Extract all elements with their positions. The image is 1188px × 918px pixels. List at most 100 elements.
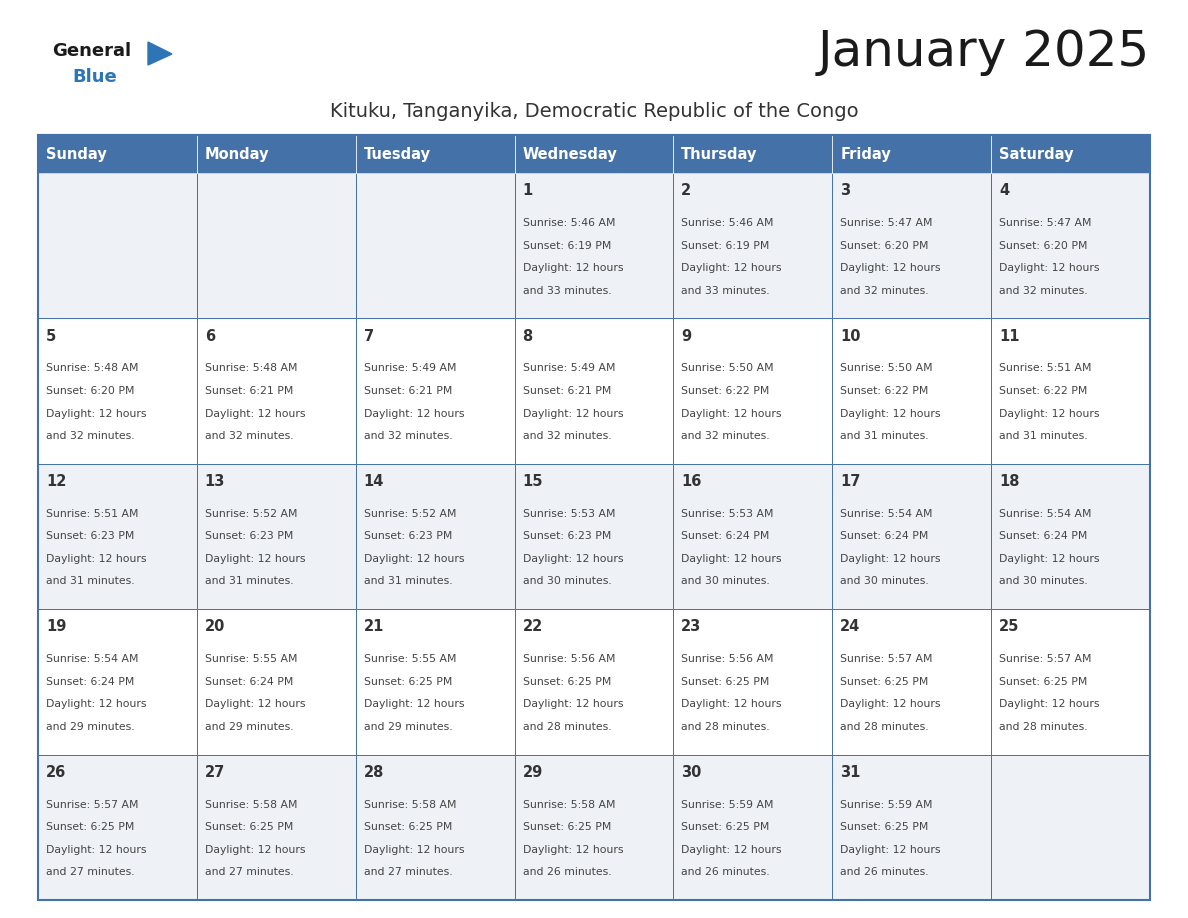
Text: and 33 minutes.: and 33 minutes.	[523, 285, 611, 296]
Bar	[197, 755, 355, 900]
Bar	[674, 464, 833, 610]
Bar	[355, 755, 514, 900]
Text: Sunrise: 5:53 AM: Sunrise: 5:53 AM	[682, 509, 773, 519]
Text: Daylight: 12 hours: Daylight: 12 hours	[46, 554, 146, 564]
Text: Sunrise: 5:46 AM: Sunrise: 5:46 AM	[523, 218, 615, 228]
Bar	[197, 610, 355, 755]
Text: 9: 9	[682, 329, 691, 343]
Text: Sunrise: 5:51 AM: Sunrise: 5:51 AM	[46, 509, 139, 519]
Bar	[38, 135, 1150, 900]
Bar	[833, 755, 991, 900]
Text: 16: 16	[682, 474, 702, 489]
Text: Sunrise: 5:57 AM: Sunrise: 5:57 AM	[46, 800, 139, 810]
Text: 30: 30	[682, 765, 702, 779]
Text: 18: 18	[999, 474, 1019, 489]
Text: Sunset: 6:24 PM: Sunset: 6:24 PM	[999, 532, 1087, 542]
Text: and 28 minutes.: and 28 minutes.	[999, 722, 1088, 732]
Text: 25: 25	[999, 620, 1019, 634]
Text: Wednesday: Wednesday	[523, 147, 618, 162]
Text: 31: 31	[840, 765, 860, 779]
Bar	[674, 319, 833, 464]
Text: Daylight: 12 hours: Daylight: 12 hours	[523, 409, 623, 419]
Text: and 32 minutes.: and 32 minutes.	[364, 431, 453, 441]
Text: Kituku, Tanganyika, Democratic Republic of the Congo: Kituku, Tanganyika, Democratic Republic …	[330, 102, 858, 121]
Text: 8: 8	[523, 329, 532, 343]
Text: 15: 15	[523, 474, 543, 489]
Text: Daylight: 12 hours: Daylight: 12 hours	[523, 263, 623, 274]
Text: Sunset: 6:25 PM: Sunset: 6:25 PM	[999, 677, 1087, 687]
Text: and 29 minutes.: and 29 minutes.	[204, 722, 293, 732]
Text: and 26 minutes.: and 26 minutes.	[682, 868, 770, 878]
Text: Daylight: 12 hours: Daylight: 12 hours	[840, 700, 941, 710]
Bar	[833, 135, 991, 173]
Bar	[355, 610, 514, 755]
Bar	[674, 173, 833, 319]
Text: Sunset: 6:24 PM: Sunset: 6:24 PM	[682, 532, 770, 542]
Polygon shape	[148, 42, 172, 65]
Text: 14: 14	[364, 474, 384, 489]
Text: 29: 29	[523, 765, 543, 779]
Text: and 32 minutes.: and 32 minutes.	[999, 285, 1088, 296]
Text: and 29 minutes.: and 29 minutes.	[364, 722, 453, 732]
Text: Sunrise: 5:48 AM: Sunrise: 5:48 AM	[46, 364, 139, 374]
Text: Sunset: 6:22 PM: Sunset: 6:22 PM	[682, 386, 770, 396]
Text: 24: 24	[840, 620, 860, 634]
Text: Sunrise: 5:58 AM: Sunrise: 5:58 AM	[204, 800, 297, 810]
Text: and 31 minutes.: and 31 minutes.	[999, 431, 1088, 441]
Text: 19: 19	[46, 620, 67, 634]
Text: Sunset: 6:24 PM: Sunset: 6:24 PM	[204, 677, 293, 687]
Text: Daylight: 12 hours: Daylight: 12 hours	[682, 263, 782, 274]
Text: Daylight: 12 hours: Daylight: 12 hours	[46, 700, 146, 710]
Bar	[514, 135, 674, 173]
Bar	[514, 755, 674, 900]
Bar	[514, 610, 674, 755]
Bar	[355, 173, 514, 319]
Text: Sunset: 6:23 PM: Sunset: 6:23 PM	[204, 532, 293, 542]
Bar	[833, 173, 991, 319]
Text: Daylight: 12 hours: Daylight: 12 hours	[364, 554, 465, 564]
Text: and 33 minutes.: and 33 minutes.	[682, 285, 770, 296]
Text: Sunrise: 5:52 AM: Sunrise: 5:52 AM	[364, 509, 456, 519]
Bar	[991, 755, 1150, 900]
Text: Daylight: 12 hours: Daylight: 12 hours	[204, 700, 305, 710]
Text: 5: 5	[46, 329, 56, 343]
Text: 11: 11	[999, 329, 1019, 343]
Bar	[991, 135, 1150, 173]
Text: Sunset: 6:21 PM: Sunset: 6:21 PM	[204, 386, 293, 396]
Text: Sunset: 6:21 PM: Sunset: 6:21 PM	[523, 386, 611, 396]
Bar	[38, 464, 197, 610]
Text: and 30 minutes.: and 30 minutes.	[840, 577, 929, 587]
Text: Sunrise: 5:56 AM: Sunrise: 5:56 AM	[682, 655, 773, 665]
Text: and 32 minutes.: and 32 minutes.	[204, 431, 293, 441]
Text: Daylight: 12 hours: Daylight: 12 hours	[46, 845, 146, 855]
Text: Daylight: 12 hours: Daylight: 12 hours	[204, 409, 305, 419]
Text: Daylight: 12 hours: Daylight: 12 hours	[364, 409, 465, 419]
Bar	[355, 135, 514, 173]
Text: Daylight: 12 hours: Daylight: 12 hours	[682, 409, 782, 419]
Text: and 27 minutes.: and 27 minutes.	[46, 868, 134, 878]
Text: Sunrise: 5:46 AM: Sunrise: 5:46 AM	[682, 218, 773, 228]
Bar	[38, 135, 197, 173]
Text: Daylight: 12 hours: Daylight: 12 hours	[682, 845, 782, 855]
Text: and 30 minutes.: and 30 minutes.	[523, 577, 612, 587]
Text: Sunrise: 5:52 AM: Sunrise: 5:52 AM	[204, 509, 297, 519]
Text: and 32 minutes.: and 32 minutes.	[682, 431, 770, 441]
Text: General: General	[52, 42, 131, 60]
Text: Sunrise: 5:58 AM: Sunrise: 5:58 AM	[523, 800, 615, 810]
Bar	[197, 319, 355, 464]
Text: Sunset: 6:25 PM: Sunset: 6:25 PM	[840, 677, 929, 687]
Text: Daylight: 12 hours: Daylight: 12 hours	[999, 263, 1100, 274]
Text: Daylight: 12 hours: Daylight: 12 hours	[682, 700, 782, 710]
Text: 21: 21	[364, 620, 384, 634]
Bar	[197, 173, 355, 319]
Text: Sunrise: 5:54 AM: Sunrise: 5:54 AM	[46, 655, 139, 665]
Text: Sunrise: 5:54 AM: Sunrise: 5:54 AM	[999, 509, 1092, 519]
Text: Sunset: 6:25 PM: Sunset: 6:25 PM	[204, 823, 293, 833]
Text: Sunrise: 5:59 AM: Sunrise: 5:59 AM	[840, 800, 933, 810]
Text: Sunset: 6:20 PM: Sunset: 6:20 PM	[840, 241, 929, 251]
Text: Daylight: 12 hours: Daylight: 12 hours	[46, 409, 146, 419]
Text: and 30 minutes.: and 30 minutes.	[999, 577, 1088, 587]
Text: Sunrise: 5:48 AM: Sunrise: 5:48 AM	[204, 364, 297, 374]
Bar	[833, 610, 991, 755]
Text: Daylight: 12 hours: Daylight: 12 hours	[999, 409, 1100, 419]
